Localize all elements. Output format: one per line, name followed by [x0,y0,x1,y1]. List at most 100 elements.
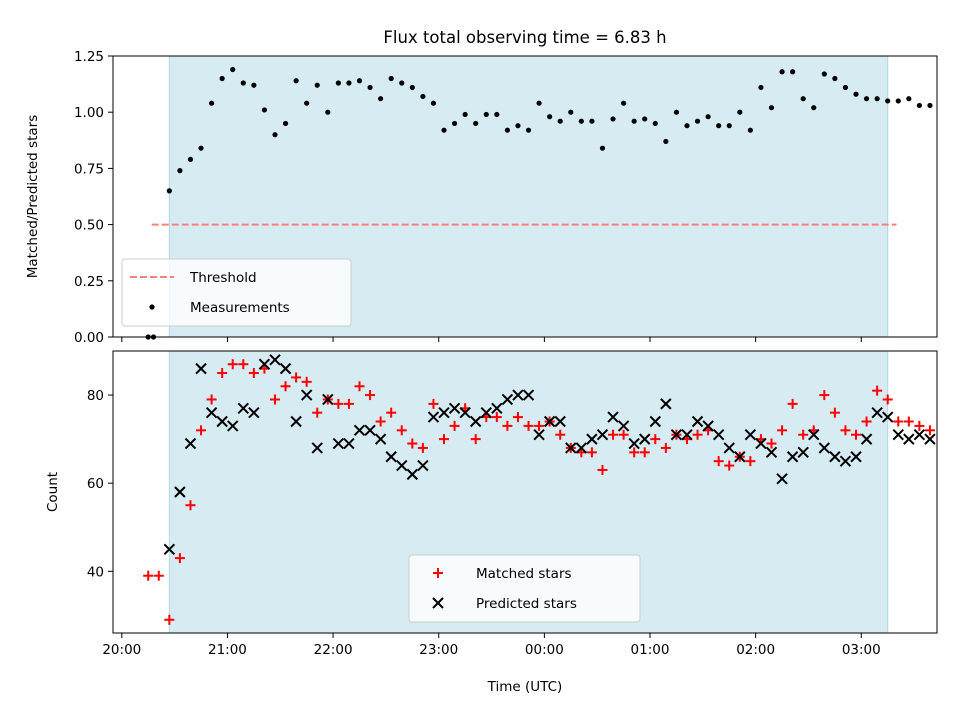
matched-point [861,416,872,427]
bottom-panel: 40 60 80 20:00 21:00 22:00 23:00 00:00 01:00 02:0… [45,350,938,695]
matched-point [639,447,650,458]
top-legend-box [121,258,352,327]
matched-point [692,429,703,440]
cross-stroke [533,429,545,441]
predicted-point [491,402,503,414]
cross-stroke [586,433,598,445]
matched-point [787,398,798,409]
chart-title: Flux total observing time = 6.83 h [383,28,666,47]
matched-point [386,407,397,418]
predicted-point [543,415,556,428]
predicted-point [163,543,176,555]
predicted-point [892,429,904,441]
matched-point [143,570,154,581]
measurement-point [906,96,912,102]
predicted-point [248,406,260,419]
predicted-point [702,420,714,432]
predicted-point [533,429,545,441]
cross-stroke [406,468,419,481]
matched-point [217,368,228,379]
matched-point [650,434,661,445]
cross-stroke [723,442,735,454]
measurement-point [420,93,426,100]
matched-point [343,398,354,409]
measurement-point [916,102,922,109]
cross-stroke [702,420,714,432]
legend-matched-label: Matched stars [476,566,572,582]
measurement-point [177,168,183,174]
predicted-point [353,424,366,437]
predicted-point [860,433,873,445]
legend-predicted-swatch [432,597,444,609]
top-ytick-label: 1.00 [74,105,104,121]
matched-point [798,429,809,440]
predicted-point [427,411,440,423]
cross-stroke [776,473,788,485]
cross-stroke [343,437,355,450]
cross-stroke [903,433,915,445]
matched-point [312,407,323,418]
predicted-point [744,429,757,441]
predicted-point [617,420,630,432]
cross-stroke [808,429,820,441]
matched-point [470,434,481,445]
predicted-point [385,451,397,463]
cross-stroke [205,406,218,419]
cross-stroke [364,424,376,437]
predicted-point [639,433,651,445]
cross-stroke [839,455,852,467]
bottom-xtick-label: 23:00 [419,642,458,658]
predicted-point [797,446,809,459]
measurement-point [568,109,574,115]
predicted-point [279,362,292,375]
matched-point [449,420,460,431]
measurement-point [187,156,194,163]
cross-stroke [681,429,693,441]
predicted-series [163,354,936,555]
cross-stroke [163,543,176,555]
cross-stroke [216,415,228,428]
matched-point [269,394,280,405]
bottom-xtick-label: 21:00 [208,642,247,658]
cross-stroke [818,442,831,454]
matched-point [777,425,788,436]
predicted-point [374,433,387,445]
bottom-ytick-label: 80 [87,388,104,404]
matched-point [586,447,597,458]
matched-point [819,390,830,401]
predicted-point [691,415,704,428]
predicted-point [776,473,788,485]
measurement-point [663,138,669,145]
bottom-xlabel: Time (UTC) [487,679,563,695]
matched-point [365,390,376,401]
matched-point [153,570,164,581]
predicted-point [406,468,419,481]
measurements-series [145,66,933,340]
predicted-point [195,362,207,375]
predicted-point [469,415,482,428]
cross-stroke [543,415,556,428]
cross-stroke [195,362,207,375]
cross-stroke [269,354,281,366]
measurement-point [409,84,415,91]
cross-stroke [660,398,672,410]
matched-point [893,416,904,427]
predicted-point [808,429,820,441]
cross-stroke [438,406,450,419]
measurement-point [356,78,363,84]
matched-point [608,429,619,440]
matched-point [534,420,545,431]
cross-stroke [174,486,186,498]
cross-stroke [924,433,936,445]
predicted-point [448,402,461,414]
predicted-point [903,433,915,445]
cross-stroke [712,429,725,441]
measurement-point [367,84,373,91]
matched-point [903,416,914,427]
predicted-point [681,429,693,441]
predicted-point [438,406,450,419]
predicted-point [723,442,735,454]
cross-stroke [227,420,239,432]
matched-point [660,442,671,453]
